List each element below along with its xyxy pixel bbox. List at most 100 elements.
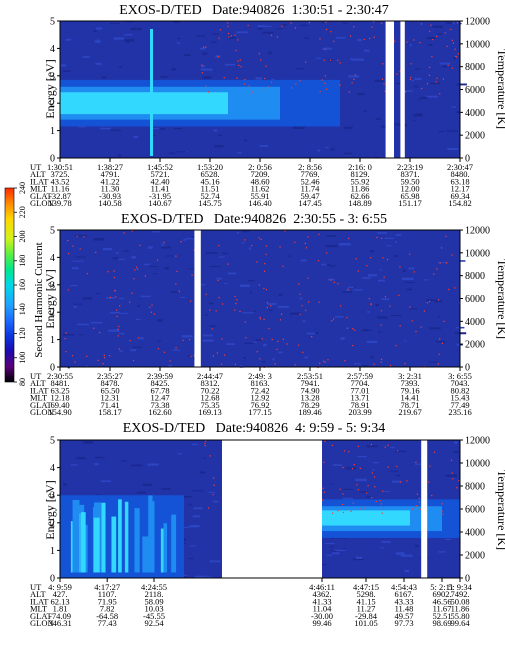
- table-cell: 4:54:43: [391, 582, 417, 592]
- texture-streak: [94, 40, 101, 43]
- temperature-point: [117, 328, 119, 331]
- temperature-point: [137, 337, 139, 339]
- temperature-point: [176, 270, 178, 273]
- temperature-point: [118, 325, 120, 328]
- temperature-point: [65, 351, 67, 353]
- temperature-point: [374, 486, 376, 488]
- temperature-point: [276, 36, 279, 38]
- texture-streak: [276, 28, 283, 30]
- texture-streak: [181, 335, 193, 338]
- texture-streak: [173, 128, 183, 130]
- texture-streak: [131, 256, 137, 259]
- texture-streak: [363, 110, 367, 112]
- temperature-point: [441, 342, 444, 344]
- texture-streak: [117, 258, 125, 261]
- colorbar-tick-label: 100: [18, 352, 27, 364]
- texture-streak: [395, 82, 402, 85]
- temperature-point: [133, 278, 135, 280]
- temperature-point: [95, 251, 97, 253]
- table-cell: 58.09: [144, 596, 163, 606]
- texture-streak: [226, 343, 236, 345]
- texture-streak: [200, 68, 213, 71]
- temperature-point: [420, 326, 422, 328]
- temperature-point: [324, 82, 326, 84]
- temperature-point: [67, 239, 69, 242]
- texture-streak: [244, 139, 248, 142]
- temperature-point: [205, 85, 207, 87]
- texture-streak: [355, 556, 363, 559]
- table-cell: 2:49: 3: [248, 371, 272, 381]
- texture-streak: [93, 30, 98, 32]
- texture-streak: [183, 239, 186, 241]
- temperature-point: [103, 354, 105, 356]
- table-cell: 427.: [53, 589, 68, 599]
- temperature-point: [67, 289, 69, 291]
- texture-streak: [201, 64, 205, 68]
- texture-streak: [213, 129, 218, 132]
- y-tick-label: 1: [50, 126, 55, 137]
- texture-streak: [420, 96, 428, 100]
- texture-streak: [402, 269, 406, 272]
- table-cell: 49.57: [394, 611, 413, 621]
- texture-streak: [425, 95, 438, 98]
- temperature-point: [415, 461, 417, 463]
- temperature-point: [454, 48, 456, 50]
- temperature-point: [382, 257, 384, 259]
- temperature-point: [324, 361, 326, 363]
- table-cell: -74.09: [49, 611, 71, 621]
- table-row-label: ILAT: [30, 385, 49, 395]
- temperature-point: [204, 442, 206, 445]
- temperature-point: [406, 41, 408, 43]
- temperature-point: [290, 22, 292, 24]
- texture-streak: [366, 311, 371, 313]
- texture-streak: [99, 127, 111, 130]
- temperature-point: [370, 444, 372, 446]
- table-cell: 12.00: [400, 184, 419, 194]
- temperature-point: [217, 56, 219, 58]
- temperature-point: [291, 87, 293, 89]
- texture-streak: [326, 554, 333, 557]
- texture-streak: [119, 350, 123, 353]
- texture-streak: [429, 82, 441, 85]
- temperature-point: [359, 467, 362, 469]
- texture-streak: [314, 331, 319, 335]
- texture-streak: [444, 538, 452, 541]
- texture-streak: [188, 503, 192, 506]
- texture-streak: [189, 525, 200, 528]
- temperature-point: [430, 24, 432, 26]
- texture-streak: [176, 42, 181, 44]
- table-cell: -32.87: [49, 191, 71, 201]
- texture-streak: [428, 361, 438, 363]
- y-tick-label: 5: [50, 226, 55, 237]
- table-cell: 63.25: [50, 385, 69, 395]
- temperature-point: [209, 309, 211, 311]
- panel3-title: EXOS-D/TED Date:940826 4: 9:59 - 5: 9:34: [123, 421, 385, 436]
- temperature-point: [322, 487, 324, 489]
- texture-streak: [370, 250, 375, 253]
- table-cell: 4: 9:59: [48, 582, 72, 592]
- table-cell: 2:30:55: [47, 371, 73, 381]
- y2-tick-label: 6000: [465, 85, 485, 96]
- temperature-point: [382, 508, 384, 510]
- table-cell: 41.22: [100, 176, 119, 186]
- texture-streak: [343, 152, 352, 155]
- temperature-point: [149, 306, 151, 308]
- table-cell: 8478.: [100, 378, 119, 388]
- table-cell: 219.67: [398, 407, 421, 417]
- temperature-point: [264, 77, 266, 80]
- temperature-point: [331, 444, 333, 446]
- temperature-point: [416, 493, 419, 495]
- colorbar-tick-label: 220: [18, 206, 27, 218]
- temperature-point: [426, 302, 428, 304]
- temperature-point: [396, 465, 398, 468]
- texture-streak: [253, 310, 257, 312]
- temperature-point: [237, 60, 239, 62]
- table-row-label: UT: [30, 162, 42, 172]
- temperature-point: [396, 450, 399, 452]
- temperature-point: [383, 276, 385, 278]
- y-tick-label: 0: [50, 154, 55, 165]
- temperature-point: [431, 56, 433, 58]
- y-tick-label: 3: [50, 491, 55, 502]
- temperature-point: [118, 348, 120, 350]
- texture-streak: [415, 544, 419, 547]
